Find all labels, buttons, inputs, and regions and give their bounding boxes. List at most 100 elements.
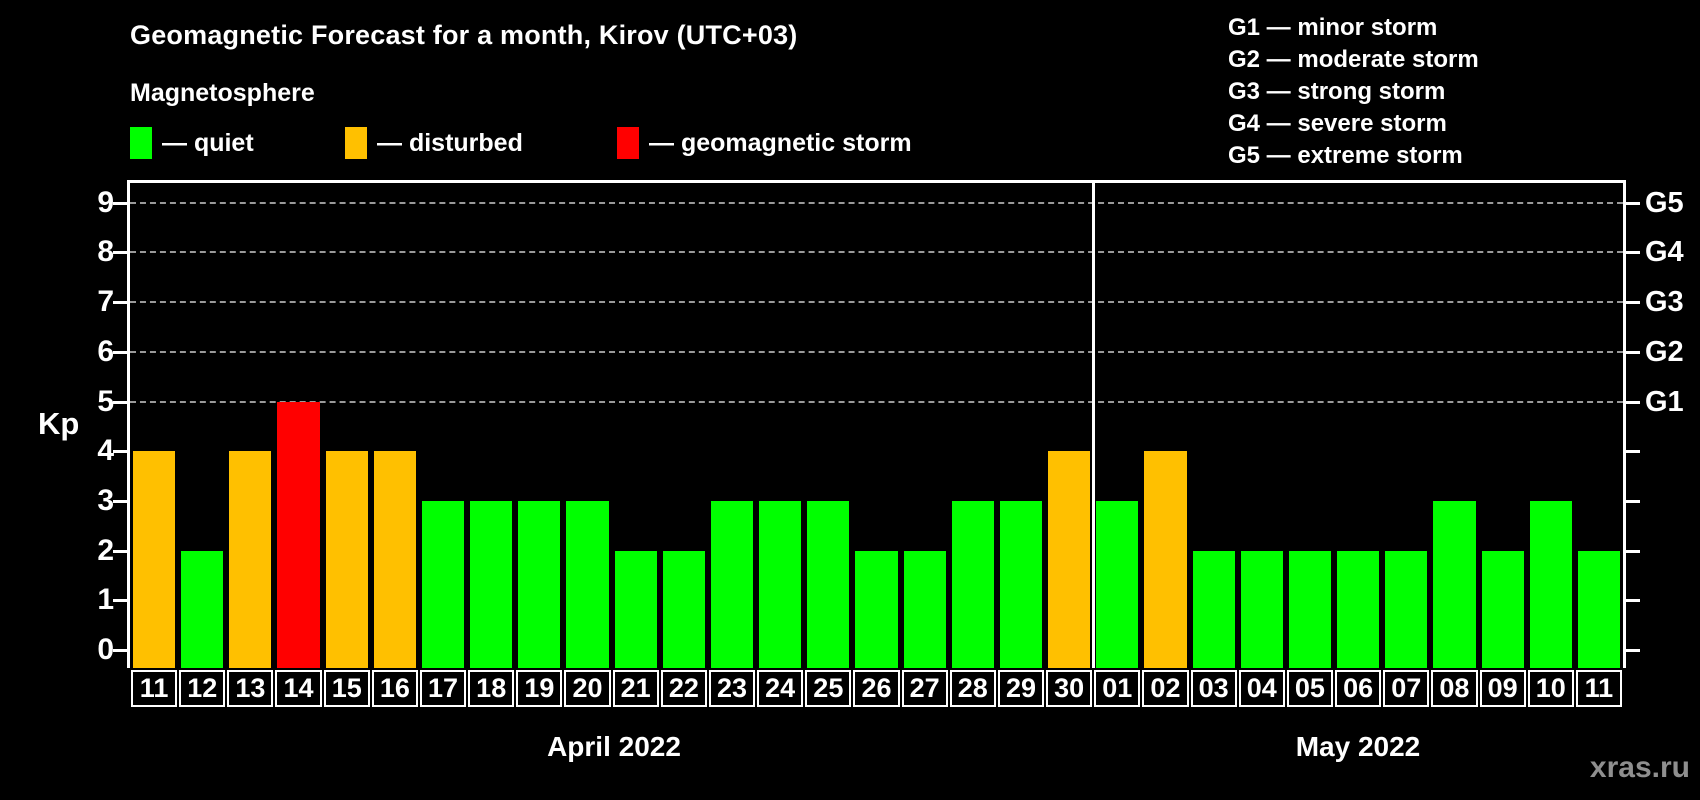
month-label-may: May 2022 [1295, 731, 1421, 762]
day-label-cell: 14 [275, 670, 322, 707]
kp-bar-day-22 [662, 550, 705, 668]
day-label-cell: 23 [708, 670, 756, 707]
y-tick-left [113, 201, 127, 205]
legend-label: — geomagnetic storm [649, 128, 912, 157]
legend-item-disturbed: — disturbed [345, 127, 523, 159]
kp-bar-day-04 [1240, 550, 1283, 668]
day-label-cell: 07 [1383, 670, 1430, 707]
g4-legend-line: G4 — severe storm [1228, 110, 1447, 137]
legend-label: — disturbed [377, 128, 523, 157]
day-label-cell: 19 [516, 670, 563, 707]
day-label-cell: 11 [131, 670, 178, 707]
y-tick-left [113, 400, 127, 404]
day-label-cell: 24 [757, 670, 804, 707]
y-tick-right [1626, 549, 1640, 553]
day-label-cell: 22 [660, 670, 707, 707]
kp-bar-day-28 [951, 500, 994, 668]
legend-label: — quiet [162, 128, 254, 157]
day-label-cell: 04 [1238, 670, 1285, 707]
day-label-cell: 30 [1046, 670, 1093, 707]
g-tick-label-g2: G2 [1645, 335, 1684, 368]
y-tick-left [113, 499, 127, 503]
day-label-cell: 20 [564, 670, 611, 707]
day-label-cell: 25 [805, 670, 852, 707]
y-tick-left [113, 350, 127, 354]
y-tick-left [113, 450, 127, 454]
day-label-cell: 26 [853, 670, 900, 707]
kp-axis-label: Kp [38, 406, 80, 441]
y-tick-label: 9 [97, 185, 114, 219]
magnetosphere-label: Magnetosphere [130, 79, 315, 107]
g-tick-label-g5: G5 [1645, 186, 1684, 219]
quiet-color-swatch [130, 127, 152, 159]
kp-bar-day-08 [1433, 500, 1476, 668]
storm-color-swatch [617, 127, 639, 159]
kp-bar-day-07 [1385, 550, 1428, 668]
kp-bar-day-23 [710, 500, 754, 668]
legend-item-quiet: — quiet [130, 127, 254, 159]
gridline-kp8 [130, 251, 1623, 254]
kp-bar-day-11 [1577, 550, 1620, 668]
kp-bar-day-25 [807, 500, 850, 668]
axis-right [1623, 183, 1626, 668]
y-tick-label: 3 [97, 483, 114, 517]
kp-bar-day-02 [1144, 451, 1187, 668]
day-label-cell: 17 [419, 670, 467, 707]
kp-bar-day-03 [1192, 550, 1235, 668]
day-label-cell: 12 [179, 670, 226, 707]
day-label-cell: 28 [949, 670, 996, 707]
y-tick-right [1626, 301, 1640, 305]
y-tick-right [1626, 400, 1640, 404]
kp-bar-day-24 [759, 500, 802, 668]
y-tick-left [113, 301, 127, 305]
y-tick-left [113, 599, 127, 603]
y-tick-label: 8 [97, 235, 114, 269]
y-tick-left [113, 251, 127, 255]
day-label-cell: 29 [997, 670, 1045, 707]
g3-legend-line: G3 — strong storm [1228, 78, 1446, 105]
kp-bar-day-16 [373, 451, 416, 668]
day-label-cell: 05 [1286, 670, 1334, 707]
y-tick-right [1626, 649, 1640, 652]
y-tick-right [1626, 499, 1640, 503]
kp-bar-day-05 [1288, 550, 1332, 668]
kp-bar-day-27 [903, 550, 946, 668]
day-label-cell: 18 [468, 670, 515, 707]
y-tick-left [113, 649, 127, 652]
axis-top [127, 180, 1626, 183]
day-label-cell: 15 [323, 670, 370, 707]
y-tick-left [113, 549, 127, 553]
day-label-cell: 21 [612, 670, 659, 707]
gridline-kp9 [130, 201, 1623, 204]
y-tick-label: 1 [97, 583, 114, 617]
kp-bar-day-06 [1337, 550, 1380, 668]
y-tick-label: 7 [97, 285, 114, 319]
gridline-kp7 [130, 301, 1623, 304]
month-label-april: April 2022 [547, 731, 681, 762]
day-label-cell: 08 [1431, 670, 1478, 707]
kp-bar-day-14 [277, 401, 320, 668]
kp-bar-day-17 [421, 500, 465, 668]
kp-bar-day-01 [1096, 500, 1139, 668]
kp-bar-day-21 [614, 550, 657, 668]
day-label-cell: 10 [1527, 670, 1574, 707]
kp-bar-day-20 [566, 500, 609, 668]
day-label-cell: 01 [1094, 670, 1141, 707]
day-label-cell: 06 [1335, 670, 1382, 707]
g2-legend-line: G2 — moderate storm [1228, 46, 1479, 73]
kp-bar-day-15 [325, 451, 368, 668]
watermark: xras.ru [1589, 751, 1690, 784]
kp-bar-day-19 [518, 500, 561, 668]
kp-bar-day-30 [1048, 451, 1091, 668]
kp-bar-day-26 [855, 550, 898, 668]
y-tick-label: 2 [97, 533, 114, 567]
kp-bar-day-13 [229, 451, 272, 668]
g-tick-label-g3: G3 [1645, 286, 1684, 319]
day-label-cell: 02 [1142, 670, 1189, 707]
g5-legend-line: G5 — extreme storm [1228, 142, 1463, 169]
kp-bar-day-10 [1529, 500, 1572, 668]
kp-bar-day-11 [133, 451, 176, 668]
g-tick-label-g4: G4 [1645, 236, 1684, 269]
y-tick-label: 6 [97, 334, 114, 368]
